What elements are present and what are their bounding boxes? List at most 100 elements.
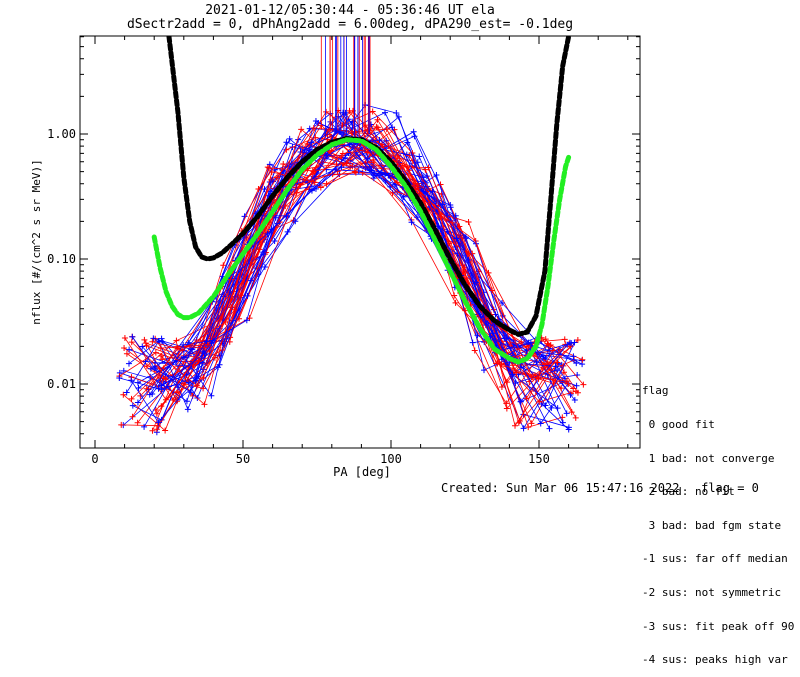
measurement-point: [498, 361, 505, 368]
y-tick-label: 0.01: [47, 377, 76, 391]
data-layer: [116, 36, 587, 436]
measurement-point: [283, 146, 290, 153]
measurement-point: [143, 385, 150, 392]
measurement-point: [186, 380, 193, 387]
measurement-point: [560, 369, 567, 376]
measurement-trace: [160, 145, 554, 400]
measurement-point: [183, 398, 190, 405]
measurement-point: [284, 228, 291, 235]
measurement-point: [150, 335, 157, 342]
measurement-point: [373, 123, 380, 130]
measurement-point: [452, 299, 459, 306]
measurement-point: [116, 375, 123, 382]
measurement-point: [255, 186, 262, 193]
measurement-point: [174, 384, 181, 391]
flag-item: -2 sus: not symmetric: [642, 586, 782, 600]
data-group: [116, 36, 587, 436]
measurement-point: [451, 292, 458, 299]
measurement-point: [123, 350, 130, 357]
flag-item: -4 sus: peaks high var: [642, 653, 788, 667]
measurement-point: [471, 347, 478, 354]
measurement-point: [264, 230, 271, 237]
measurement-point: [261, 186, 268, 193]
measurement-point: [128, 339, 135, 346]
measurement-point: [542, 336, 549, 343]
measurement-point: [301, 147, 308, 154]
measurement-point: [261, 264, 268, 271]
y-tick-label: 1.00: [47, 127, 76, 141]
measurement-trace: [131, 111, 577, 419]
measurement-point: [211, 354, 218, 361]
measurement-point: [509, 371, 516, 378]
measurement-point: [155, 385, 162, 392]
measurement-point: [146, 391, 153, 398]
measurement-point: [490, 330, 497, 337]
measurement-point: [203, 338, 210, 345]
measurement-point: [489, 287, 496, 294]
x-tick-label: 100: [380, 452, 402, 466]
y-axis-label: nflux [#/(cm^2 s sr MeV)]: [30, 159, 43, 325]
measurement-point: [370, 172, 377, 179]
measurement-point: [298, 126, 305, 133]
measurement-point: [573, 382, 580, 389]
measurement-point: [121, 334, 128, 341]
flag-legend: flag 0 good fit 1 bad: not converge 2 ba…: [642, 363, 794, 677]
measurement-point: [552, 363, 559, 370]
measurement-point: [152, 349, 159, 356]
measurement-point: [123, 389, 130, 396]
measurement-point: [572, 414, 579, 421]
measurement-point: [323, 108, 330, 115]
measurement-point: [571, 396, 578, 403]
measurement-point: [143, 342, 150, 349]
measurement-point: [573, 388, 580, 395]
measurement-point: [542, 402, 549, 409]
measurement-point: [125, 360, 132, 367]
measurement-point: [404, 139, 411, 146]
measurement-point: [244, 292, 251, 299]
measurement-point: [535, 375, 542, 382]
measurement-point: [370, 156, 377, 163]
measurement-point: [193, 382, 200, 389]
measurement-point: [563, 410, 570, 417]
measurement-point: [383, 126, 390, 133]
measurement-point: [121, 345, 128, 352]
measurement-point: [272, 214, 279, 221]
measurement-point: [498, 384, 505, 391]
chart-title: 2021-01-12/05:30:44 - 05:36:46 UT ela: [205, 3, 495, 18]
measurement-point: [394, 189, 401, 196]
measurement-point: [501, 335, 508, 342]
measurement-point: [153, 410, 160, 417]
measurement-point: [416, 153, 423, 160]
measurement-point: [151, 364, 158, 371]
measurement-point: [433, 172, 440, 179]
measurement-point: [413, 214, 420, 221]
measurement-point: [317, 184, 324, 191]
measurement-point: [382, 109, 389, 116]
measurement-point: [546, 425, 553, 432]
measurement-point: [528, 420, 535, 427]
measurement-point: [128, 395, 135, 402]
measurement-point: [565, 426, 572, 433]
measurement-point: [243, 317, 250, 324]
measurement-point: [220, 262, 227, 269]
measurement-point: [118, 421, 125, 428]
x-tick-label: 150: [528, 452, 550, 466]
measurement-point: [187, 389, 194, 396]
measurement-point: [227, 304, 234, 311]
flag-item: 2 bad: no fit: [642, 485, 735, 499]
measurement-point: [346, 141, 353, 148]
measurement-point: [503, 405, 510, 412]
fit-curve-green: [151, 137, 572, 365]
flag-item: 1 bad: not converge: [642, 451, 775, 465]
measurement-point: [297, 149, 304, 156]
measurement-point: [411, 182, 418, 189]
axes-layer: 0 50 100 150 0.01 0.10 1.00: [47, 36, 640, 466]
measurement-point: [555, 360, 562, 367]
measurement-point: [141, 423, 148, 430]
measurement-point: [414, 159, 421, 166]
measurement-point: [342, 154, 349, 161]
measurement-point: [393, 179, 400, 186]
measurement-point: [268, 188, 275, 195]
measurement-trace: [152, 126, 567, 382]
measurement-point: [580, 381, 587, 388]
